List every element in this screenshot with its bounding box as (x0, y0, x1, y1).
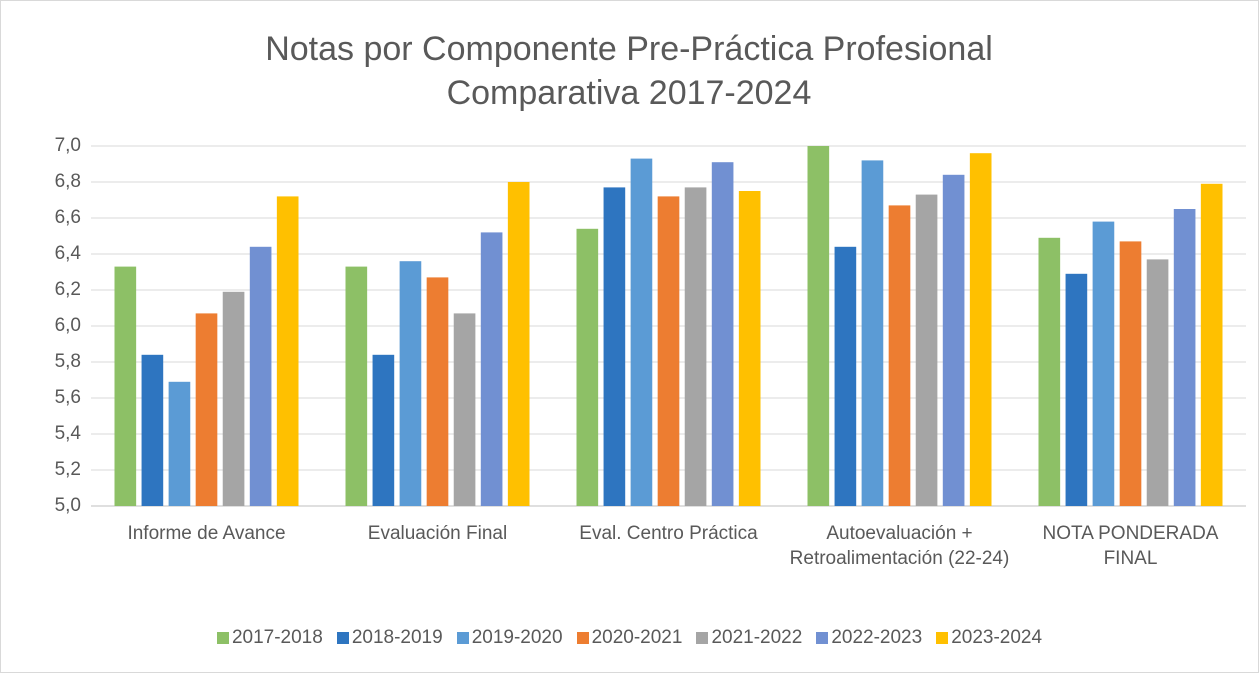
bar (834, 246, 857, 507)
bar (1092, 221, 1115, 506)
bar (114, 266, 137, 506)
y-tick-label: 5,0 (55, 495, 81, 516)
y-tick-label: 5,6 (55, 387, 81, 408)
legend-swatch (456, 632, 469, 644)
y-tick-label: 6,6 (55, 207, 81, 228)
bar (1146, 259, 1169, 506)
legend-label: 2020-2021 (591, 627, 683, 648)
legend-label: 2022-2023 (831, 627, 923, 648)
bar (195, 313, 218, 506)
y-tick-label: 6,0 (55, 315, 81, 336)
legend-item: 2020-2021 (576, 627, 683, 649)
bar (915, 194, 938, 506)
bar (480, 232, 503, 506)
bar (1173, 209, 1196, 506)
bar (942, 174, 965, 507)
bar (684, 187, 707, 506)
bar (711, 162, 734, 506)
legend-label: 2023-2024 (951, 627, 1043, 648)
x-tick-label: Informe de Avance (127, 523, 286, 544)
bar (426, 277, 449, 506)
x-tick-label: Evaluación Final (367, 523, 508, 544)
bar (603, 187, 626, 506)
bar (657, 196, 680, 506)
bar (507, 182, 530, 506)
y-tick-label: 5,4 (55, 423, 82, 444)
legend: 2017-2018 2018-2019 2019-2020 2020-2021 2021… (1, 627, 1258, 649)
bar (276, 196, 299, 506)
legend-swatch (336, 632, 349, 644)
chart-title: Notas por Componente Pre-Práctica Profes… (265, 30, 993, 112)
legend-label: 2021-2022 (711, 627, 803, 648)
bar (1038, 237, 1061, 507)
legend-item: 2021-2022 (696, 627, 802, 649)
legend-swatch (936, 632, 949, 644)
legend-swatch (216, 632, 229, 644)
legend-swatch (816, 632, 829, 644)
y-tick-label: 6,2 (55, 279, 81, 300)
y-tick-label: 5,2 (55, 459, 81, 480)
bar (1119, 241, 1142, 506)
legend-item: 2017-2018 (216, 627, 323, 649)
legend-item: 2023-2024 (936, 627, 1042, 649)
bar (888, 205, 911, 506)
x-tick-label: Autoevaluación + Retroalimentación (22-2… (789, 523, 1010, 569)
bar (222, 291, 245, 506)
y-tick-label: 7,0 (55, 135, 81, 156)
bar (1065, 273, 1088, 506)
legend-item: 2022-2023 (816, 627, 922, 649)
legend-label: 2019-2020 (471, 627, 563, 648)
bar (807, 146, 830, 506)
y-tick-label: 5,8 (55, 351, 81, 372)
legend-item: 2018-2019 (336, 627, 443, 649)
bar (969, 153, 992, 506)
legend-swatch (696, 632, 709, 644)
legend-label: 2018-2019 (351, 627, 443, 648)
bar (141, 354, 164, 506)
bar (345, 266, 368, 506)
bar (168, 381, 191, 506)
bar (249, 246, 272, 507)
bar (738, 191, 761, 506)
legend-label: 2017-2018 (231, 627, 323, 648)
bar (399, 261, 422, 506)
bar (861, 160, 884, 506)
x-tick-label: NOTA PONDERADA FINAL (1042, 523, 1219, 569)
legend-swatch (576, 632, 589, 644)
bar (576, 228, 599, 507)
bar (372, 354, 395, 506)
bar (630, 158, 653, 506)
y-tick-label: 6,4 (55, 243, 82, 264)
y-tick-label: 6,8 (55, 171, 81, 192)
legend-item: 2019-2020 (456, 627, 563, 649)
bar (1200, 183, 1223, 507)
x-tick-label: Eval. Centro Práctica (579, 523, 758, 544)
bar (453, 313, 476, 506)
